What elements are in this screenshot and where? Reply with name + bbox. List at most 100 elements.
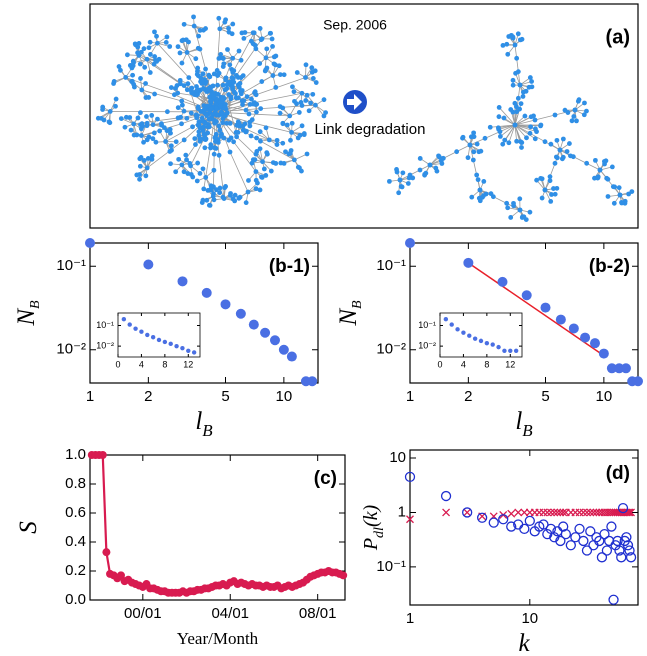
data-point (507, 509, 516, 518)
network-node (313, 102, 318, 108)
network-node (616, 185, 622, 191)
network-node (173, 169, 179, 175)
network-node (386, 178, 392, 184)
y-tick-label: 1.0 (65, 446, 86, 463)
network-node (496, 105, 502, 110)
y-tick-label: 10⁻¹ (96, 320, 114, 330)
network-node (217, 26, 223, 32)
network-node (179, 98, 185, 104)
data-point (559, 508, 568, 517)
network-edge (233, 141, 257, 172)
data-point (463, 508, 472, 517)
y-tick-label: 0.6 (65, 504, 86, 521)
network-node (220, 120, 226, 126)
network-node (118, 116, 124, 122)
network-node (303, 62, 309, 68)
network-node (141, 46, 147, 52)
network-node (200, 166, 206, 172)
network-node (518, 101, 524, 107)
network-node (144, 137, 150, 143)
network-node (568, 153, 573, 159)
data-point (139, 329, 144, 334)
network-node (394, 167, 399, 172)
x-tick-label: 5 (221, 388, 229, 405)
panel-label: (b-2) (589, 256, 630, 277)
network-node (195, 122, 201, 128)
network-node (517, 37, 523, 43)
y-axis-label: Pdl(k) (360, 505, 387, 552)
network-node (213, 187, 219, 193)
network-node (396, 190, 402, 196)
network-node (263, 67, 269, 73)
network-node (173, 85, 178, 91)
data-point (538, 519, 549, 530)
data-point (484, 340, 490, 346)
network-node (249, 96, 254, 102)
network-node (208, 106, 214, 112)
network-node (514, 138, 520, 144)
network-edge (514, 124, 536, 140)
network-node (203, 175, 209, 180)
network-node (260, 159, 265, 165)
network-node (309, 65, 315, 71)
network-edge (249, 121, 292, 133)
network-edge (210, 111, 216, 145)
data-point (467, 333, 472, 338)
network-node (247, 119, 253, 125)
network-edge (500, 124, 516, 137)
network-node (116, 64, 122, 69)
network-node (554, 137, 560, 143)
network-node (188, 110, 194, 116)
data-point (543, 508, 552, 517)
network-node (234, 134, 240, 140)
network-node (107, 109, 113, 114)
network-node (230, 70, 236, 75)
data-point (594, 535, 605, 547)
network-node (303, 98, 309, 103)
network-node (216, 152, 222, 158)
network-node (470, 157, 476, 163)
network-node (295, 135, 301, 141)
network-node (214, 105, 219, 111)
network-node (417, 156, 423, 161)
network-node (321, 97, 327, 103)
network-node (197, 136, 203, 141)
network-node (146, 95, 152, 100)
network-node (271, 54, 277, 60)
network-node (216, 56, 222, 61)
data-point (542, 528, 553, 540)
network-edge (499, 124, 516, 133)
data-point (524, 515, 535, 527)
network-node (192, 136, 198, 142)
network-node (176, 156, 182, 162)
network-node (215, 82, 220, 88)
network-node (227, 120, 233, 126)
network-node (139, 133, 144, 138)
network-edge (218, 155, 225, 199)
network-node (277, 104, 283, 110)
data-point (616, 552, 627, 563)
network-node (552, 191, 558, 197)
data-point (580, 332, 591, 343)
network-node (310, 91, 316, 97)
network-node (263, 125, 269, 131)
network-node (132, 41, 138, 47)
network-node (605, 194, 611, 199)
network-node (241, 35, 247, 41)
network-node (123, 114, 129, 120)
network-node (471, 134, 477, 140)
network-node (257, 26, 263, 31)
data-point (624, 508, 632, 517)
data-point (478, 338, 484, 344)
plot-frame (439, 312, 523, 358)
network-node (152, 54, 158, 59)
y-tick-label: 10⁻¹ (376, 558, 406, 575)
data-point (121, 317, 127, 322)
data-point (150, 335, 156, 340)
network-edge (514, 124, 531, 128)
network-node (617, 192, 623, 198)
network-node (147, 39, 153, 45)
x-axis-label-sub: B (522, 421, 533, 440)
data-point (621, 532, 632, 543)
